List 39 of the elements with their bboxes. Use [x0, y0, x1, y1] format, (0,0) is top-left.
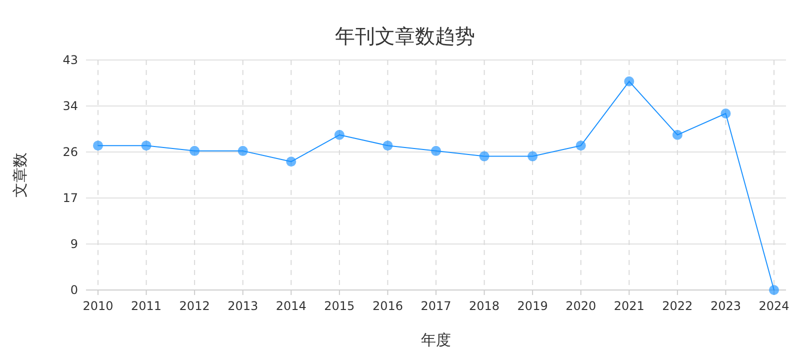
point	[190, 146, 200, 156]
point	[720, 108, 731, 118]
x-tick-label: 2014	[276, 299, 306, 313]
y-tick-label: 9	[70, 237, 78, 251]
x-tick-label: 2019	[517, 299, 548, 313]
point	[672, 130, 682, 140]
y-tick-label: 34	[62, 99, 78, 113]
x-tick-label: 2024	[758, 299, 790, 313]
y-tick-label: 17	[62, 191, 78, 205]
point	[382, 140, 393, 151]
x-tick-label: 2022	[662, 299, 693, 313]
point	[334, 130, 344, 140]
point	[286, 156, 296, 167]
point	[93, 140, 103, 151]
y-tick-label: 43	[62, 53, 78, 67]
x-tick-label: 2021	[614, 299, 644, 313]
x-tick-label: 2017	[420, 299, 452, 313]
x-tick-label: 2015	[324, 299, 355, 313]
point	[576, 140, 586, 151]
x-tick-label: 2010	[82, 299, 114, 313]
point	[769, 285, 779, 295]
point	[479, 151, 490, 162]
y-tick-label: 26	[62, 145, 78, 159]
point	[431, 146, 441, 156]
y-tick-label: 0	[70, 283, 78, 297]
x-tick-label: 2023	[710, 299, 741, 313]
x-tick-label: 2011	[131, 299, 162, 313]
point	[528, 151, 538, 162]
y-axis-title: 文章数	[11, 152, 29, 198]
x-axis-title: 年度	[421, 331, 451, 349]
x-tick-label: 2016	[372, 299, 403, 313]
point	[141, 140, 152, 151]
point	[624, 76, 634, 86]
x-tick-label: 2018	[469, 299, 500, 313]
chart-title: 年刊文章数趋势	[335, 24, 475, 48]
x-tick-label: 2013	[228, 299, 258, 313]
x-tick-label: 2012	[179, 299, 210, 313]
point	[238, 146, 248, 156]
x-tick-label: 2020	[566, 299, 596, 313]
